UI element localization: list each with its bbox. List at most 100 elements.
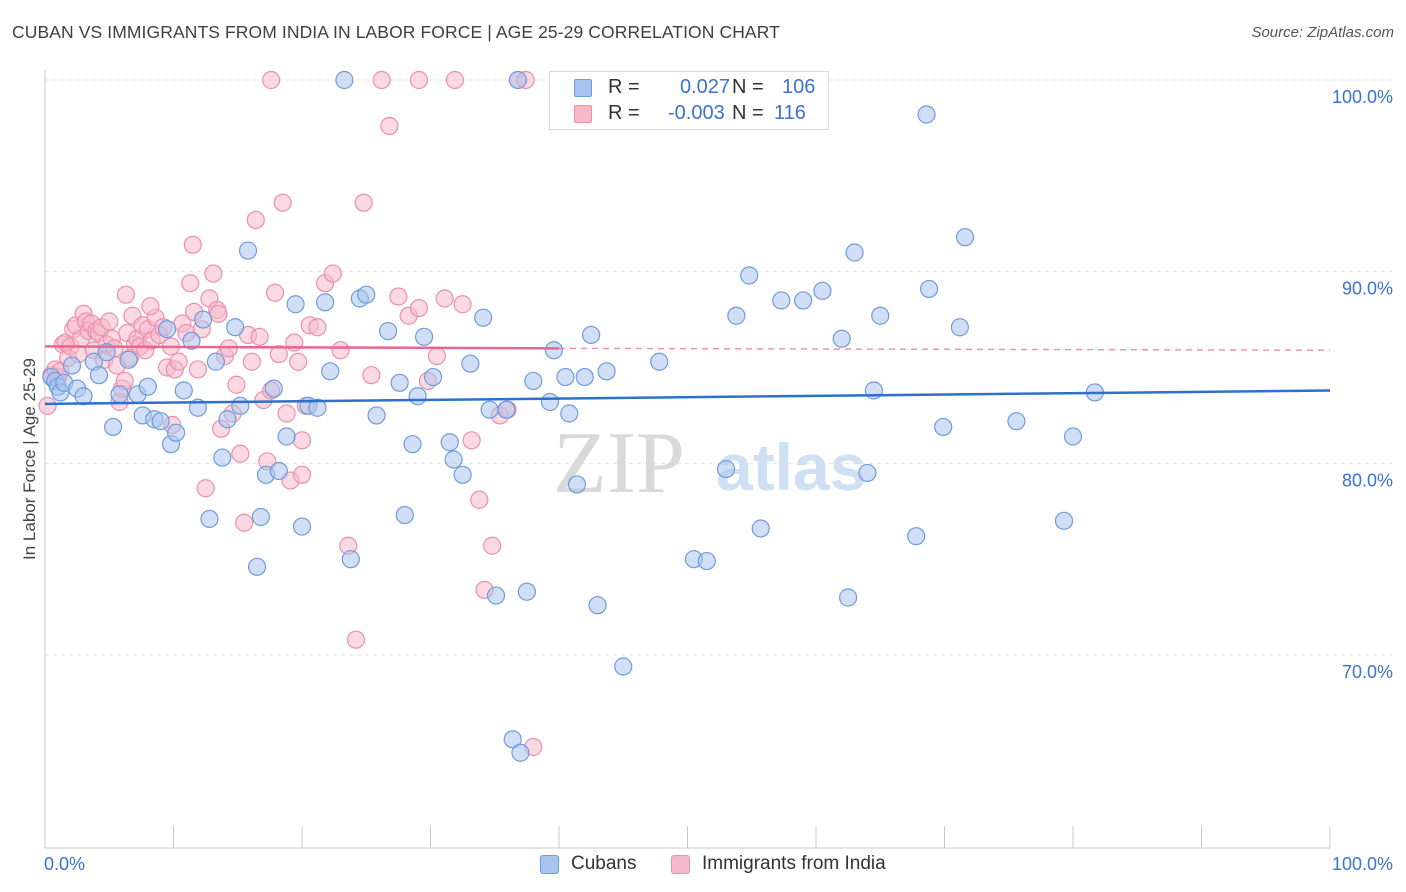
data-point-india bbox=[231, 444, 250, 463]
data-point-india bbox=[346, 630, 366, 649]
data-point-cubans bbox=[286, 295, 305, 314]
legend-r-label: R = bbox=[608, 102, 640, 124]
trend-lines bbox=[44, 345, 1331, 406]
data-point-cubans bbox=[858, 463, 877, 483]
data-point-cubans bbox=[1063, 427, 1083, 446]
data-point-india bbox=[100, 312, 119, 331]
data-point-cubans bbox=[524, 371, 543, 391]
chart-title: CUBAN VS IMMIGRANTS FROM INDIA IN LABOR … bbox=[12, 22, 780, 42]
data-point-india bbox=[323, 264, 342, 283]
data-point-cubans bbox=[269, 461, 288, 481]
data-point-cubans bbox=[517, 582, 536, 601]
legend-n-value: 106 bbox=[782, 76, 816, 98]
data-point-cubans bbox=[403, 435, 422, 454]
data-point-cubans bbox=[917, 105, 936, 124]
data-point-cubans bbox=[157, 320, 177, 339]
data-point-cubans bbox=[845, 243, 864, 262]
data-point-india bbox=[246, 210, 265, 230]
data-point-india bbox=[289, 352, 308, 371]
y-tick-label: 90.0% bbox=[1342, 279, 1393, 299]
data-point-cubans bbox=[751, 519, 770, 538]
data-point-india bbox=[269, 344, 288, 364]
data-point-india bbox=[141, 297, 160, 316]
legend-label-cubans: Cubans bbox=[571, 853, 637, 874]
data-point-india bbox=[183, 235, 202, 254]
data-point-cubans bbox=[166, 423, 186, 442]
data-point-cubans bbox=[378, 321, 398, 341]
data-point-cubans bbox=[89, 366, 109, 385]
data-point-cubans bbox=[206, 352, 226, 371]
data-point-india bbox=[169, 352, 188, 371]
data-point-cubans bbox=[423, 367, 443, 387]
data-point-cubans bbox=[919, 279, 939, 299]
data-point-india bbox=[235, 513, 254, 532]
data-point-cubans bbox=[511, 743, 530, 762]
data-point-india bbox=[209, 304, 228, 323]
data-point-cubans bbox=[560, 404, 579, 423]
data-point-india bbox=[435, 289, 454, 308]
data-point-cubans bbox=[174, 381, 193, 400]
data-point-cubans bbox=[213, 448, 232, 467]
data-point-india bbox=[38, 396, 57, 415]
legend-label-india: Immigrants from India bbox=[702, 853, 886, 874]
data-point-cubans bbox=[308, 398, 327, 417]
trend-line-cubans bbox=[44, 389, 1331, 406]
watermark: ZIP atlas bbox=[553, 415, 866, 512]
data-point-cubans bbox=[486, 586, 506, 605]
data-point-india bbox=[409, 298, 429, 318]
data-point-cubans bbox=[453, 465, 472, 484]
legend-n-value: 116 bbox=[774, 102, 806, 124]
data-point-cubans bbox=[200, 509, 219, 529]
data-point-india bbox=[227, 375, 246, 394]
data-point-india bbox=[462, 431, 481, 450]
data-point-india bbox=[483, 536, 502, 555]
data-point-india bbox=[409, 70, 429, 90]
data-point-india bbox=[308, 318, 327, 337]
bottom-legend: Cubans Immigrants from India bbox=[0, 852, 1406, 878]
legend-n-label: N = bbox=[732, 102, 764, 124]
trend-line-india-extension bbox=[558, 347, 1331, 351]
data-point-cubans bbox=[277, 427, 296, 446]
trend-line-india bbox=[44, 345, 560, 350]
y-tick-label: 100.0% bbox=[1332, 87, 1393, 107]
data-point-cubans bbox=[480, 400, 499, 419]
data-point-cubans bbox=[414, 327, 434, 346]
data-point-cubans bbox=[408, 387, 427, 406]
data-point-cubans bbox=[62, 356, 82, 375]
data-point-cubans bbox=[461, 354, 480, 373]
data-point-cubans bbox=[950, 318, 970, 337]
data-point-india bbox=[292, 465, 312, 484]
data-point-india bbox=[380, 116, 399, 136]
data-point-cubans bbox=[650, 352, 669, 371]
series-cubans-points bbox=[42, 70, 1104, 762]
data-point-cubans bbox=[182, 331, 201, 350]
data-point-cubans bbox=[772, 291, 791, 310]
data-point-india bbox=[453, 295, 472, 314]
data-point-cubans bbox=[1007, 412, 1026, 431]
cubans-swatch bbox=[540, 855, 559, 874]
data-point-cubans bbox=[588, 596, 607, 615]
data-point-cubans bbox=[1054, 511, 1074, 530]
series-india-points bbox=[38, 70, 543, 757]
data-point-cubans bbox=[390, 373, 409, 392]
data-point-india bbox=[445, 70, 465, 90]
data-point-cubans bbox=[321, 362, 340, 381]
data-point-cubans bbox=[226, 318, 245, 337]
source-credit: Source: ZipAtlas.com bbox=[1251, 24, 1394, 41]
data-point-cubans bbox=[97, 343, 116, 362]
watermark-zip: ZIP bbox=[553, 415, 685, 512]
data-point-india bbox=[262, 70, 281, 90]
watermark-atlas: atlas bbox=[716, 430, 866, 504]
data-point-cubans bbox=[119, 350, 138, 369]
data-point-cubans bbox=[727, 306, 746, 325]
india-swatch bbox=[574, 105, 592, 123]
x-tick-label: 0.0% bbox=[44, 854, 85, 874]
data-point-cubans bbox=[497, 400, 516, 419]
legend-n-label: N = bbox=[732, 76, 764, 98]
legend-box: R = 0.027 N = 106 R = -0.003 N = 116 bbox=[549, 71, 829, 130]
data-point-cubans bbox=[440, 433, 459, 452]
data-point-cubans bbox=[335, 70, 354, 90]
data-point-india bbox=[265, 283, 285, 302]
data-point-cubans bbox=[832, 329, 851, 348]
data-point-cubans bbox=[740, 266, 759, 285]
